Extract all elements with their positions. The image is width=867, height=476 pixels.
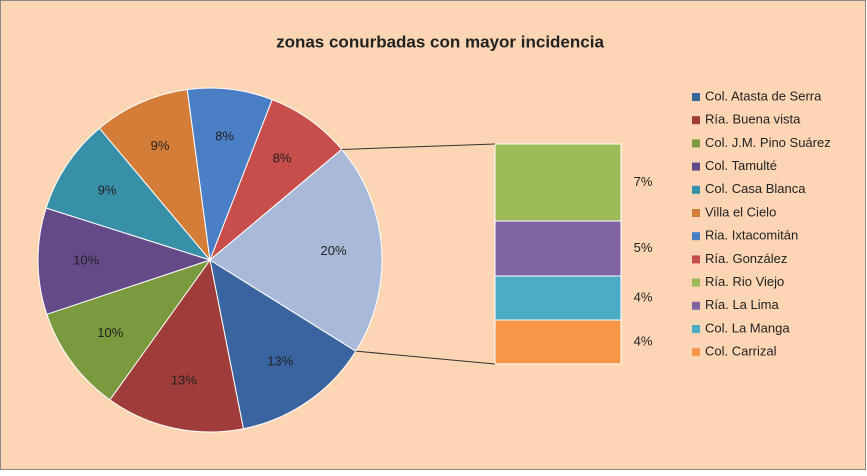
pie-slice (109, 258, 244, 433)
legend-swatch (692, 255, 700, 264)
legend-label: Col. La Manga (705, 320, 790, 335)
pie-slice (209, 148, 383, 352)
data-label: 8% (215, 128, 234, 143)
legend-swatch (692, 162, 700, 171)
legend-label: Ría. González (705, 251, 787, 266)
bar-segment (494, 143, 622, 222)
pie-slice (98, 88, 211, 262)
data-label: 10% (97, 325, 123, 340)
pie-slice (209, 258, 357, 430)
legend-label: Col. Atasta de Serra (705, 88, 822, 103)
data-label: 7% (634, 174, 653, 189)
legend-label: Ría. Rio Viejo (705, 274, 784, 289)
legend-swatch (692, 325, 700, 333)
legend-label: Villa el Cielo (705, 204, 776, 219)
chart-title: zonas conurbadas con mayor incidencia (276, 32, 604, 51)
bar-segment (494, 319, 622, 365)
legend-swatch (692, 116, 700, 125)
connector-line (355, 350, 496, 365)
legend-label: Ría. La Lima (705, 297, 779, 312)
data-label: 4% (634, 333, 653, 348)
pie-slice (37, 207, 212, 315)
legend-label: Ría. Buena vista (705, 112, 801, 127)
data-label: 9% (151, 138, 170, 153)
legend-swatch (692, 278, 700, 287)
legend-label: Col. Tamulté (705, 158, 777, 173)
data-label: 4% (634, 289, 653, 304)
legend-swatch (692, 232, 700, 241)
legend-label: Col. J.M. Pino Suárez (705, 135, 831, 150)
bar-segment (494, 275, 622, 321)
legend-swatch (692, 93, 700, 101)
data-label: 5% (634, 240, 653, 255)
legend-swatch (692, 209, 700, 217)
data-label: 13% (267, 353, 293, 368)
data-label: 10% (73, 252, 99, 267)
data-label: 13% (171, 372, 197, 387)
legend-label: Col. Carrizal (705, 344, 777, 359)
data-label: 8% (273, 151, 292, 166)
pie-slice (46, 259, 212, 401)
connector-line (341, 143, 496, 150)
legend-label: Col. Casa Blanca (705, 181, 806, 196)
pie-slice (45, 127, 212, 261)
data-label: 9% (98, 183, 117, 198)
data-label: 20% (321, 243, 347, 258)
bar-segment (494, 220, 622, 277)
legend-swatch (692, 139, 700, 148)
legend-swatch (692, 348, 700, 357)
legend-swatch (692, 301, 700, 310)
legend-swatch (692, 185, 700, 194)
legend-label: Ria. Ixtacomitán (705, 228, 798, 243)
